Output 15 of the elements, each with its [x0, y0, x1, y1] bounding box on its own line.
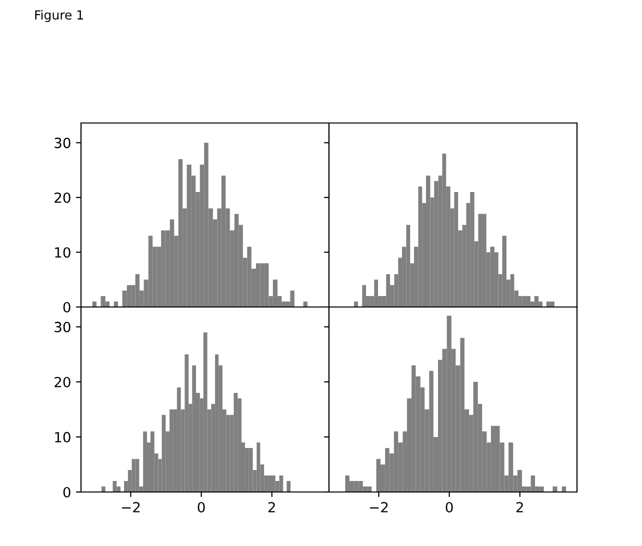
y-tick-label: 0 [63, 486, 70, 498]
y-tick-label: 10 [55, 432, 70, 442]
x-tick-label: −2 [370, 502, 388, 512]
x-tick-label: 0 [198, 502, 205, 512]
x-tick-label: 0 [446, 502, 453, 512]
y-tick-label: 10 [55, 247, 70, 258]
x-tick-label: −2 [122, 502, 140, 512]
x-tick-label: 2 [516, 502, 523, 512]
caption: Figure 1 [35, 10, 83, 22]
x-tick-label: 2 [268, 502, 275, 512]
y-tick-label: 20 [54, 192, 70, 203]
y-tick-label: 20 [54, 376, 70, 388]
y-tick-label: 30 [54, 138, 70, 148]
y-tick-label: 0 [63, 302, 70, 312]
y-tick-label: 30 [54, 322, 70, 332]
